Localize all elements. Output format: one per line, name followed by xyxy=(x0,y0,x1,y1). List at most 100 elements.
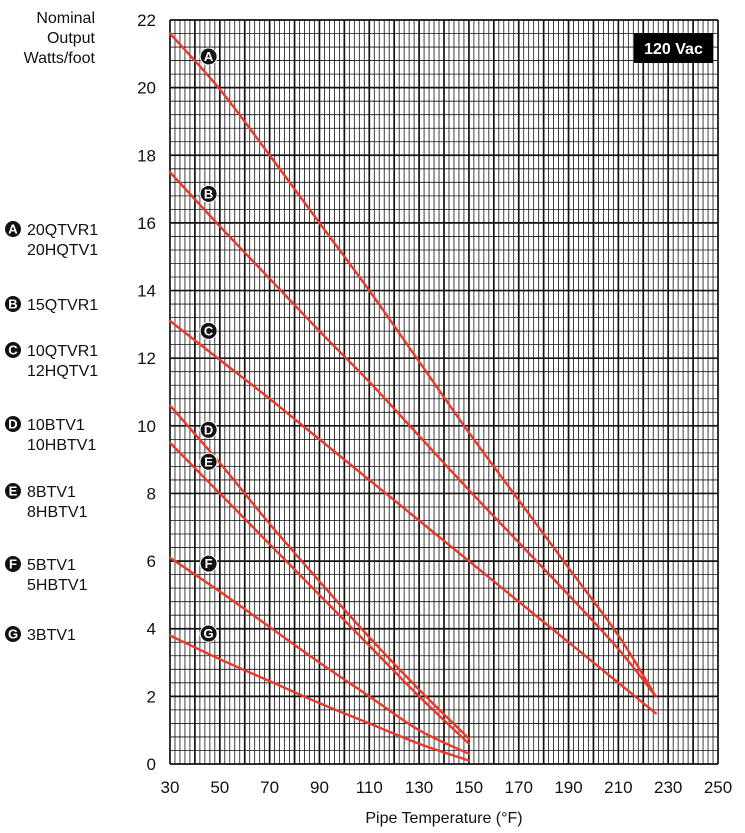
x-axis-label: Pipe Temperature (°F) xyxy=(365,810,522,827)
y-tick-label: 4 xyxy=(147,620,156,639)
series-line-b xyxy=(168,170,657,698)
legend-model-label: 5BTV1 xyxy=(27,557,76,574)
legend-item-g: G 3BTV1 xyxy=(5,626,76,644)
curve-badge-disc xyxy=(200,555,217,572)
legend-item-d: D 10BTV1 10HBTV1 xyxy=(5,416,96,454)
x-tick-label: 230 xyxy=(654,778,682,797)
series-layer xyxy=(168,32,657,762)
grid-layer xyxy=(169,19,719,765)
legend-model-label: 10HBTV1 xyxy=(27,437,96,454)
series-line-c xyxy=(168,319,657,715)
x-tick-label: 130 xyxy=(405,778,433,797)
curve-badge-e: E xyxy=(199,452,218,471)
x-tick-label: 90 xyxy=(310,778,329,797)
curve-badge-letter: A xyxy=(204,49,214,64)
badge-layer: A B C D E F G xyxy=(199,47,218,643)
y-axis-label-line: Watts/foot xyxy=(24,50,96,67)
legend-model-label: 8BTV1 xyxy=(27,484,76,501)
y-tick-label: 18 xyxy=(137,146,156,165)
y-tick-label: 0 xyxy=(147,755,156,774)
curve-badge-disc xyxy=(200,322,217,339)
y-tick-label: 6 xyxy=(147,552,156,571)
legend-badge-disc xyxy=(5,416,21,432)
curve-badge-disc xyxy=(200,625,217,642)
x-tick-label: 170 xyxy=(505,778,533,797)
legend-badge-letter: A xyxy=(8,222,18,237)
legend-item-b: B 15QTVR1 xyxy=(5,296,98,314)
y-tick-label: 2 xyxy=(147,687,156,706)
y-tick-label: 14 xyxy=(137,282,156,301)
curve-badge-letter: G xyxy=(204,626,214,641)
legend-badge-disc xyxy=(5,556,21,572)
curve-badge-d: D xyxy=(199,420,218,439)
tick-layer: 30 50 70 90 110 130 150 170 190 210 230 250 0 2 4 6 8 10 1… xyxy=(137,11,732,797)
y-tick-label: 22 xyxy=(137,11,156,30)
series-line-d xyxy=(168,404,471,740)
series-line-e xyxy=(168,441,471,745)
legend-model-label: 12HQTV1 xyxy=(27,363,98,380)
legend-model-label: 10QTVR1 xyxy=(27,343,98,360)
y-tick-label: 8 xyxy=(147,484,156,503)
series-line-a xyxy=(168,32,657,698)
legend-item-e: E 8BTV1 8HBTV1 xyxy=(5,483,88,521)
legend-badge-letter: F xyxy=(9,557,17,572)
curve-badge-disc xyxy=(200,185,217,202)
legend-model-label: 20QTVR1 xyxy=(27,222,98,239)
curve-badge-letter: F xyxy=(205,556,213,571)
curve-badge-letter: B xyxy=(204,186,213,201)
x-tick-label: 190 xyxy=(554,778,582,797)
curve-badge-disc xyxy=(200,453,217,470)
curve-badge-letter: C xyxy=(204,323,214,338)
legend-item-c: C 10QTVR1 12HQTV1 xyxy=(5,342,98,380)
series-line-f xyxy=(168,556,471,756)
legend-badge-disc xyxy=(5,342,21,358)
curve-badge-a: A xyxy=(199,47,218,66)
x-tick-label: 70 xyxy=(260,778,279,797)
curve-badge-letter: D xyxy=(204,422,213,437)
legend-badge-letter: B xyxy=(8,297,17,312)
curve-badge-c: C xyxy=(199,321,218,340)
voltage-badge-label: 120 Vac xyxy=(644,41,703,58)
legend-badge-letter: C xyxy=(8,343,18,358)
curve-badge-disc xyxy=(200,48,217,65)
series-line-g xyxy=(168,634,471,762)
legend-layer: A 20QTVR1 20HQTV1 B 15QTVR1 C 10QTVR1 12HQTV1 D 1… xyxy=(5,221,98,644)
y-tick-label: 20 xyxy=(137,79,156,98)
legend-model-label: 20HQTV1 xyxy=(27,242,98,259)
legend-badge-letter: G xyxy=(8,627,18,642)
legend-badge-disc xyxy=(5,221,21,237)
label-layer: Nominal Output Watts/foot Pipe Temperature … xyxy=(24,10,523,827)
curve-badge-disc xyxy=(200,421,217,438)
legend-badge-letter: E xyxy=(9,484,18,499)
legend-model-label: 3BTV1 xyxy=(27,627,76,644)
legend-item-f: F 5BTV1 5HBTV1 xyxy=(5,556,88,594)
y-axis-label-line: Output xyxy=(47,30,96,47)
y-tick-label: 16 xyxy=(137,214,156,233)
voltage-badge-box xyxy=(634,33,713,63)
legend-badge-letter: D xyxy=(8,417,17,432)
curve-badge-f: F xyxy=(199,554,218,573)
legend-model-label: 15QTVR1 xyxy=(27,297,98,314)
legend-badge-disc xyxy=(5,626,21,642)
curve-badge-letter: E xyxy=(204,454,213,469)
legend-model-label: 8HBTV1 xyxy=(27,504,88,521)
legend-badge-disc xyxy=(5,483,21,499)
legend-model-label: 5HBTV1 xyxy=(27,577,88,594)
x-tick-label: 210 xyxy=(604,778,632,797)
y-axis-label-line: Nominal xyxy=(36,10,95,27)
curve-badge-g: G xyxy=(199,624,218,643)
x-tick-label: 50 xyxy=(210,778,229,797)
curve-badge-b: B xyxy=(199,184,218,203)
x-tick-label: 30 xyxy=(161,778,180,797)
legend-model-label: 10BTV1 xyxy=(27,417,85,434)
y-tick-label: 10 xyxy=(137,417,156,436)
y-tick-label: 12 xyxy=(137,349,156,368)
legend-item-a: A 20QTVR1 20HQTV1 xyxy=(5,221,98,259)
x-tick-label: 150 xyxy=(455,778,483,797)
x-tick-label: 250 xyxy=(704,778,732,797)
legend-badge-disc xyxy=(5,296,21,312)
x-tick-label: 110 xyxy=(356,778,383,797)
voltage-badge: 120 Vac xyxy=(634,33,713,63)
